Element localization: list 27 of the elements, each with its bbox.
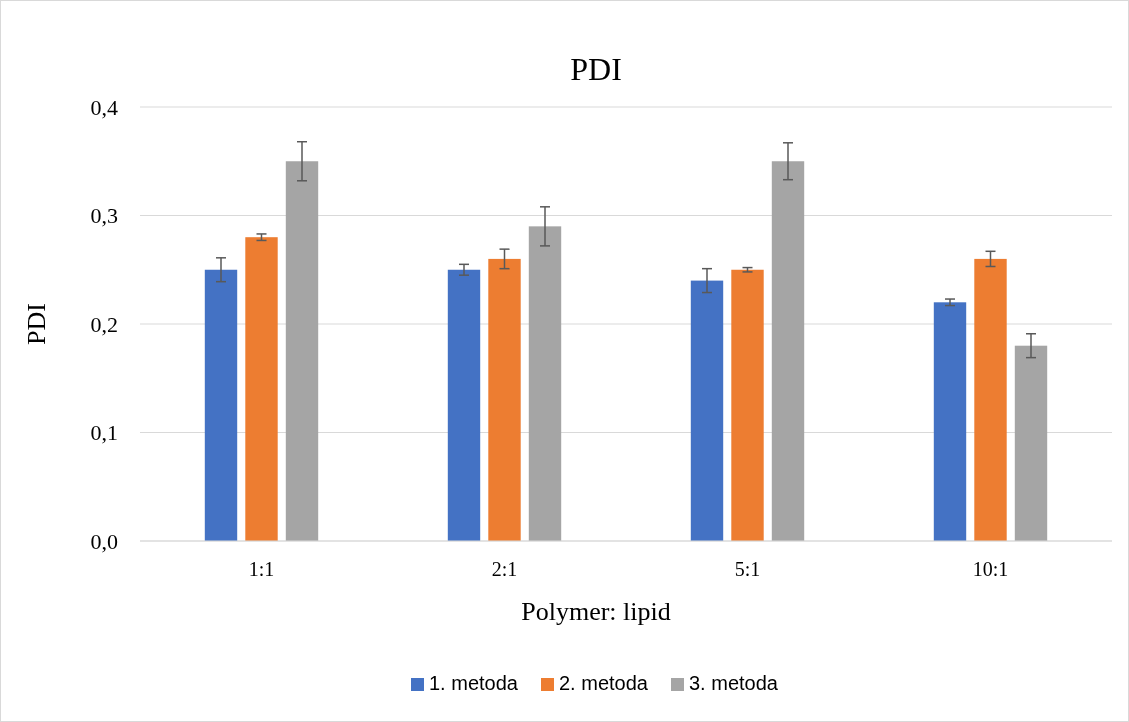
bar [690, 280, 724, 541]
x-tick-label: 2:1 [491, 558, 518, 580]
bar [204, 269, 238, 541]
legend-label: 3. metoda [689, 672, 779, 694]
x-axis-title: Polymer: lipid [521, 597, 671, 626]
bar [771, 161, 805, 541]
y-tick-label: 0,1 [90, 420, 118, 446]
legend-label: 1. metoda [429, 672, 519, 694]
y-tick-label: 0,4 [90, 94, 118, 120]
bar [731, 269, 764, 541]
bar [933, 302, 967, 541]
bar [488, 258, 521, 541]
bar [1014, 345, 1048, 541]
x-tick-label: 1:1 [248, 558, 275, 580]
legend-label: 2. metoda [559, 672, 649, 694]
bar [447, 269, 481, 541]
x-tick-label: 5:1 [734, 558, 761, 580]
bar [528, 226, 562, 541]
y-tick-label: 0,3 [90, 203, 118, 229]
y-axis-title: PDI [22, 303, 51, 345]
y-tick-label: 0,2 [90, 311, 118, 337]
bar [285, 161, 319, 541]
chart-title: PDI [570, 51, 622, 87]
y-tick-label: 0,0 [90, 528, 118, 554]
x-tick-label: 10:1 [972, 558, 1009, 580]
bar [245, 237, 278, 541]
bar [974, 258, 1007, 541]
